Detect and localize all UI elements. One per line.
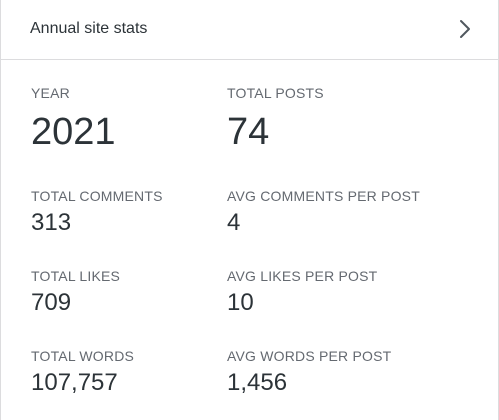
stat-value: 4 <box>227 209 241 236</box>
stat-label: TOTAL LIKES <box>31 268 121 284</box>
stat-value: 107,757 <box>31 369 118 396</box>
stat-value: 10 <box>227 289 254 316</box>
annual-site-stats-header[interactable]: Annual site stats <box>1 0 498 60</box>
chevron-right-icon[interactable] <box>458 18 472 40</box>
stat-label: YEAR <box>31 85 70 101</box>
stat-avg-likes-per-post: AVG LIKES PER POST 10 <box>227 268 377 317</box>
stat-total-comments: TOTAL COMMENTS 313 <box>31 188 163 237</box>
stat-avg-words-per-post: AVG WORDS PER POST 1,456 <box>227 348 391 397</box>
stat-label: TOTAL WORDS <box>31 348 135 364</box>
stat-total-likes: TOTAL LIKES 709 <box>31 268 120 317</box>
stat-value: 2021 <box>31 111 116 153</box>
stat-total-posts: TOTAL POSTS 74 <box>227 85 324 154</box>
stat-avg-comments-per-post: AVG COMMENTS PER POST 4 <box>227 188 420 237</box>
stat-label: AVG LIKES PER POST <box>227 268 378 284</box>
stat-value: 709 <box>31 289 72 316</box>
stat-label: AVG COMMENTS PER POST <box>227 188 420 204</box>
stat-label: TOTAL POSTS <box>227 85 324 101</box>
stat-value: 313 <box>31 209 72 236</box>
stat-label: TOTAL COMMENTS <box>31 188 163 204</box>
stat-year: YEAR 2021 <box>31 85 116 154</box>
stat-value: 1,456 <box>227 369 288 396</box>
stat-total-words: TOTAL WORDS 107,757 <box>31 348 134 397</box>
stat-label: AVG WORDS PER POST <box>227 348 392 364</box>
stat-value: 74 <box>227 111 270 153</box>
card-title: Annual site stats <box>30 20 148 37</box>
